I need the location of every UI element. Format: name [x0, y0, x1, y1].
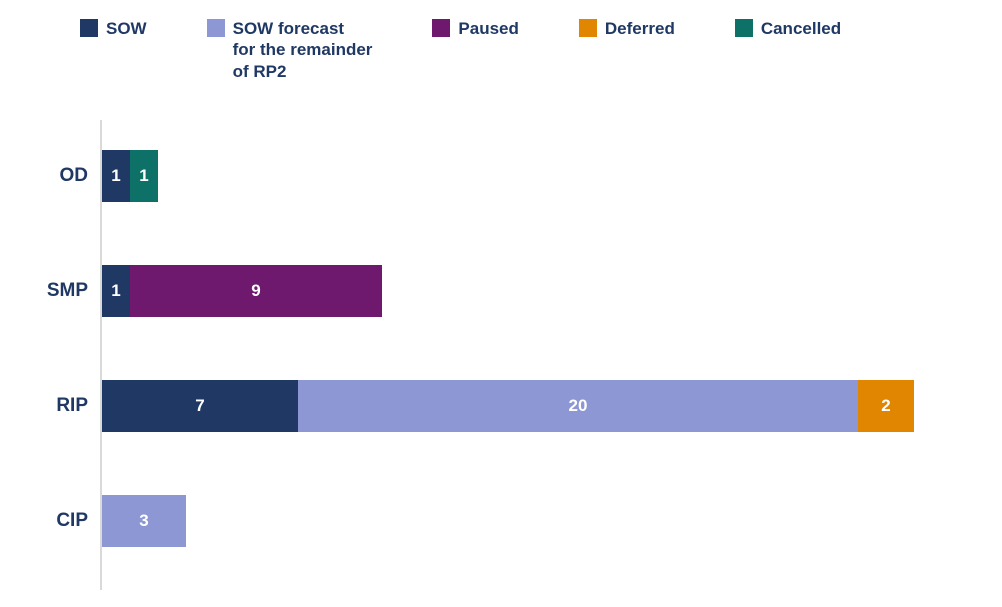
legend-label: Paused [458, 18, 518, 39]
legend-label: SOW [106, 18, 147, 39]
legend-item-cancelled: Cancelled [735, 18, 841, 39]
bar-segment-forecast: 3 [102, 495, 186, 547]
legend-swatch [579, 19, 597, 37]
bar-segment-forecast: 20 [298, 380, 858, 432]
bar-row: 19 [102, 265, 382, 317]
plot-area: 11 19 7202 3 [100, 120, 960, 590]
legend-item-paused: Paused [432, 18, 518, 39]
y-axis-label: CIP [8, 510, 88, 532]
bar-segment-paused: 9 [130, 265, 382, 317]
legend-label: Cancelled [761, 18, 841, 39]
legend-swatch [432, 19, 450, 37]
legend-swatch [80, 19, 98, 37]
bar-segment-cancelled: 1 [130, 150, 158, 202]
y-axis: OD SMP RIP CIP [0, 120, 100, 590]
legend-label: Deferred [605, 18, 675, 39]
legend: SOW SOW forecast for the remainder of RP… [80, 18, 962, 82]
bar-row: 3 [102, 495, 186, 547]
y-axis-label: SMP [8, 280, 88, 302]
bar-row: 7202 [102, 380, 914, 432]
y-axis-label: RIP [8, 395, 88, 417]
stacked-bar-chart: { "chart": { "type": "stacked-horizontal… [0, 0, 1002, 607]
bar-segment-sow: 7 [102, 380, 298, 432]
bar-segment-deferred: 2 [858, 380, 914, 432]
legend-item-deferred: Deferred [579, 18, 675, 39]
bar-segment-sow: 1 [102, 150, 130, 202]
legend-item-sow: SOW [80, 18, 147, 39]
bar-segment-sow: 1 [102, 265, 130, 317]
legend-swatch [207, 19, 225, 37]
legend-label: SOW forecast for the remainder of RP2 [233, 18, 373, 82]
legend-item-forecast: SOW forecast for the remainder of RP2 [207, 18, 373, 82]
legend-swatch [735, 19, 753, 37]
bar-row: 11 [102, 150, 158, 202]
y-axis-label: OD [8, 165, 88, 187]
